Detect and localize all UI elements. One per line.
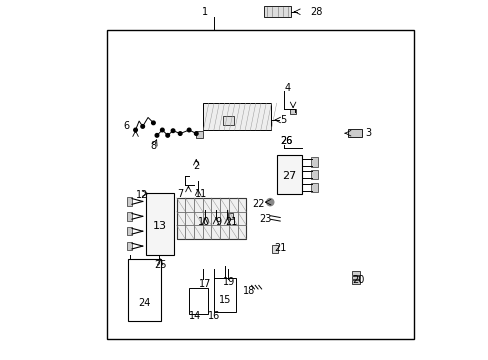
Bar: [214, 278, 235, 312]
Circle shape: [134, 128, 137, 132]
Bar: [290, 109, 295, 114]
Bar: [223, 116, 233, 125]
Bar: [228, 213, 232, 219]
Text: 13: 13: [153, 221, 167, 231]
Bar: [194, 225, 203, 239]
Text: 18: 18: [242, 287, 254, 296]
Text: 1: 1: [202, 7, 208, 17]
Text: 28: 28: [309, 7, 322, 17]
Bar: [176, 198, 246, 239]
Bar: [237, 225, 246, 239]
Circle shape: [266, 199, 273, 206]
Bar: [126, 242, 132, 250]
Circle shape: [160, 128, 164, 132]
Text: 11: 11: [194, 189, 206, 199]
Circle shape: [155, 134, 159, 137]
Bar: [194, 212, 203, 225]
Circle shape: [165, 134, 169, 137]
Text: 6: 6: [123, 121, 129, 131]
Bar: [203, 212, 211, 225]
Circle shape: [151, 121, 155, 125]
Bar: [176, 198, 185, 212]
Bar: [126, 212, 132, 221]
Bar: [146, 193, 174, 255]
Text: 19: 19: [223, 277, 235, 287]
Bar: [128, 258, 160, 321]
Text: 4: 4: [285, 83, 290, 93]
Bar: [107, 30, 413, 339]
Bar: [228, 212, 237, 225]
Bar: [211, 212, 220, 225]
Bar: [189, 288, 207, 314]
Text: 23: 23: [259, 214, 271, 224]
Circle shape: [171, 129, 175, 132]
Bar: [264, 6, 290, 18]
Text: 14: 14: [189, 311, 201, 321]
Bar: [220, 225, 228, 239]
Bar: [176, 225, 185, 239]
Bar: [194, 198, 203, 212]
Bar: [351, 280, 359, 284]
Text: 12: 12: [136, 190, 148, 200]
Text: 8: 8: [150, 141, 156, 151]
Bar: [220, 198, 228, 212]
Text: 16: 16: [208, 311, 220, 321]
Text: 27: 27: [282, 171, 296, 181]
Bar: [276, 155, 301, 194]
Text: 20: 20: [351, 275, 364, 285]
Bar: [203, 198, 211, 212]
Text: 10: 10: [198, 217, 210, 227]
Text: 3: 3: [365, 128, 371, 138]
Bar: [203, 103, 271, 130]
Bar: [271, 246, 278, 253]
Text: 24: 24: [138, 298, 150, 308]
Bar: [185, 198, 194, 212]
Bar: [220, 212, 228, 225]
Bar: [351, 271, 359, 275]
Bar: [203, 225, 211, 239]
Bar: [237, 212, 246, 225]
Bar: [310, 170, 317, 179]
Bar: [185, 225, 194, 239]
Text: 21: 21: [225, 217, 237, 227]
Bar: [126, 197, 132, 206]
Bar: [228, 198, 237, 212]
Circle shape: [178, 132, 182, 135]
Text: 17: 17: [199, 279, 211, 289]
Text: 26: 26: [280, 136, 292, 147]
Text: 2: 2: [193, 161, 199, 171]
Bar: [211, 198, 220, 212]
Bar: [310, 157, 317, 167]
Bar: [228, 225, 237, 239]
Bar: [185, 212, 194, 225]
Bar: [347, 129, 361, 137]
Text: 22: 22: [252, 199, 264, 209]
Text: 9: 9: [215, 217, 222, 227]
Circle shape: [141, 125, 144, 128]
Text: 7: 7: [177, 189, 183, 199]
Text: 5: 5: [280, 115, 286, 125]
Bar: [126, 227, 132, 235]
Text: 26: 26: [280, 136, 292, 147]
Bar: [196, 131, 203, 138]
Bar: [310, 183, 317, 192]
Bar: [176, 212, 185, 225]
Text: 21: 21: [273, 243, 286, 253]
Circle shape: [194, 132, 198, 135]
Circle shape: [187, 128, 190, 132]
Text: 15: 15: [218, 295, 230, 305]
Bar: [351, 276, 359, 279]
Text: 25: 25: [154, 260, 166, 270]
Bar: [211, 225, 220, 239]
Bar: [237, 198, 246, 212]
